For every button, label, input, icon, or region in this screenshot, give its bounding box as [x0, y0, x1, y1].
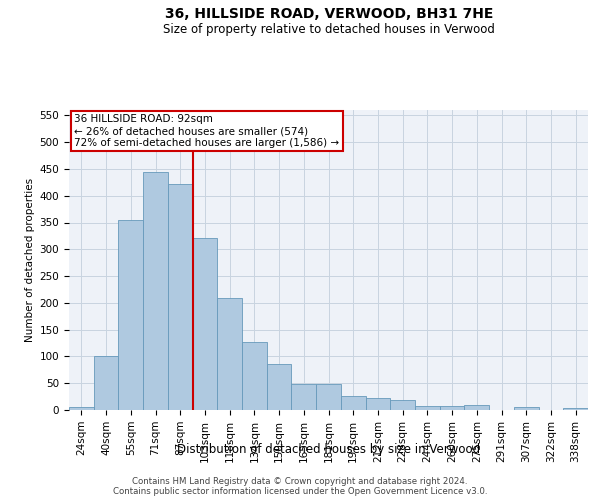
- Text: Size of property relative to detached houses in Verwood: Size of property relative to detached ho…: [163, 22, 495, 36]
- Bar: [292, 384, 316, 410]
- Bar: [390, 400, 415, 410]
- Text: Contains HM Land Registry data © Crown copyright and database right 2024.
Contai: Contains HM Land Registry data © Crown c…: [113, 476, 487, 496]
- Bar: [193, 238, 217, 410]
- Bar: [316, 384, 341, 410]
- Bar: [217, 298, 242, 410]
- Bar: [267, 364, 292, 410]
- Bar: [415, 406, 440, 410]
- Bar: [563, 408, 588, 410]
- Bar: [464, 404, 489, 410]
- Bar: [242, 342, 267, 410]
- Bar: [118, 220, 143, 410]
- Bar: [94, 356, 118, 410]
- Bar: [69, 408, 94, 410]
- Bar: [440, 406, 464, 410]
- Y-axis label: Number of detached properties: Number of detached properties: [25, 178, 35, 342]
- Bar: [514, 408, 539, 410]
- Bar: [168, 184, 193, 410]
- Bar: [341, 396, 365, 410]
- Bar: [143, 172, 168, 410]
- Text: Distribution of detached houses by size in Verwood: Distribution of detached houses by size …: [177, 442, 481, 456]
- Bar: [365, 398, 390, 410]
- Text: 36, HILLSIDE ROAD, VERWOOD, BH31 7HE: 36, HILLSIDE ROAD, VERWOOD, BH31 7HE: [164, 8, 493, 22]
- Text: 36 HILLSIDE ROAD: 92sqm
← 26% of detached houses are smaller (574)
72% of semi-d: 36 HILLSIDE ROAD: 92sqm ← 26% of detache…: [74, 114, 340, 148]
